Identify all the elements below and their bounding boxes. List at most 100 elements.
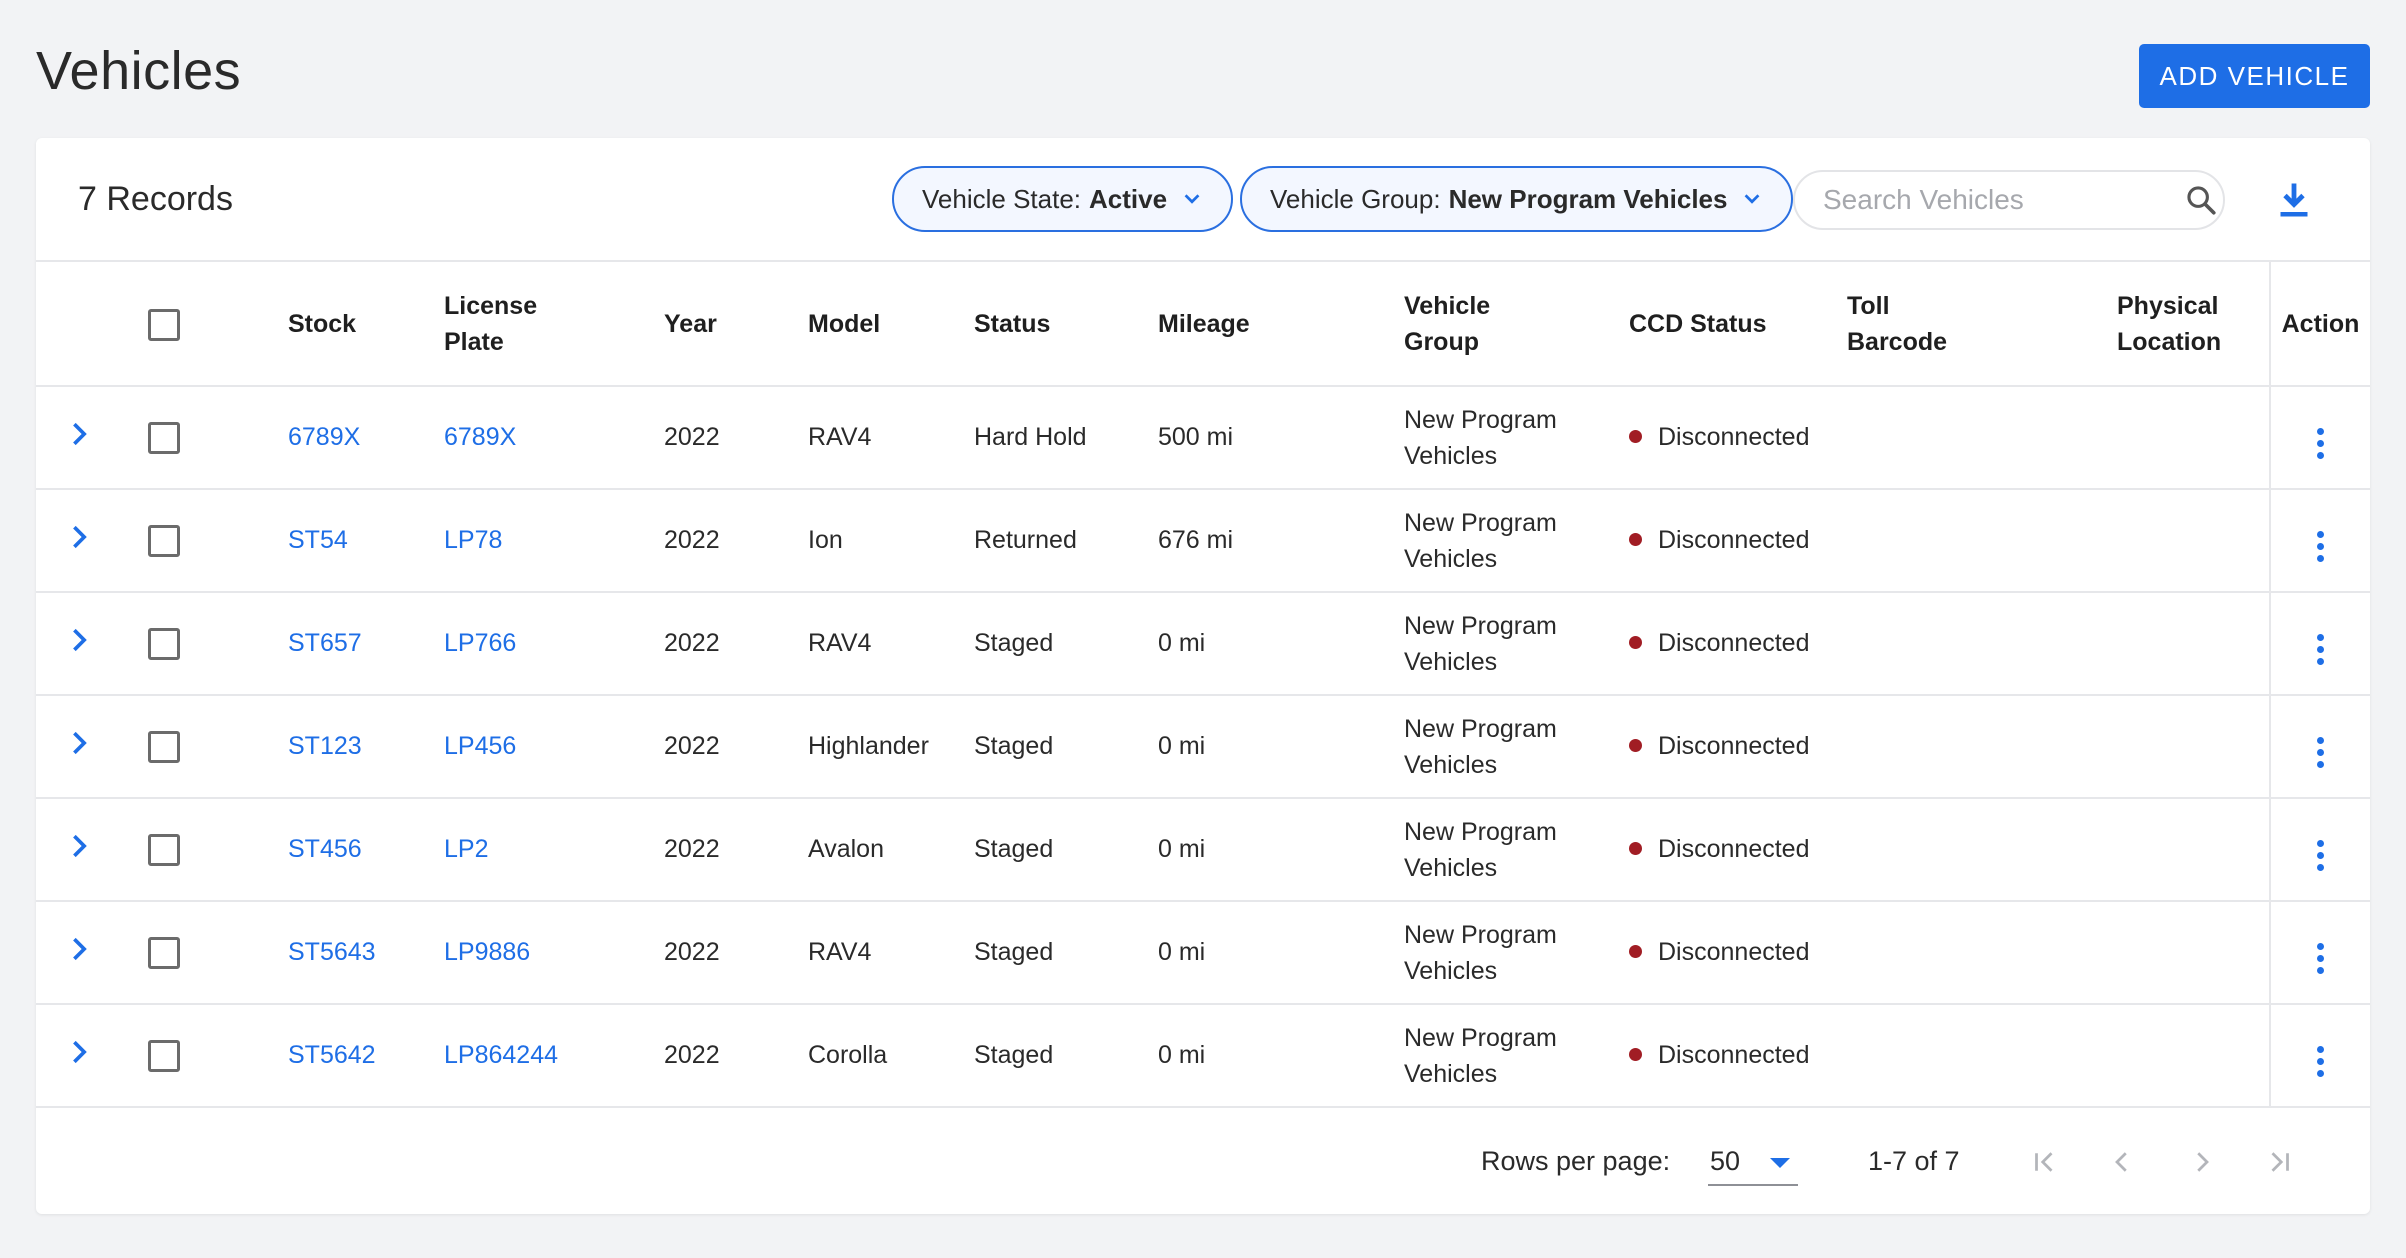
stock-cell: ST657 — [288, 592, 444, 696]
rows-per-page-select[interactable]: 50 — [1708, 1138, 1798, 1186]
search-input[interactable] — [1823, 184, 2184, 216]
status-dot-icon — [1629, 635, 1642, 649]
chevron-right-icon[interactable] — [70, 729, 94, 757]
year-cell: 2022 — [664, 798, 808, 902]
vehicle-group-filter[interactable]: Vehicle Group: New Program Vehicles — [1240, 166, 1794, 232]
more-vert-icon[interactable] — [2307, 939, 2334, 978]
rows-per-page-value: 50 — [1710, 1145, 1741, 1176]
more-vert-icon[interactable] — [2307, 527, 2334, 566]
more-vert-icon[interactable] — [2307, 424, 2334, 463]
ccd-status-text: Disconnected — [1658, 938, 1810, 966]
action-cell — [2269, 1004, 2370, 1108]
page-title: Vehicles — [36, 41, 242, 101]
vehicle-state-filter[interactable]: Vehicle State: Active — [892, 166, 1234, 232]
chevron-right-icon[interactable] — [70, 420, 94, 448]
license-plate-link[interactable]: LP9886 — [444, 938, 531, 966]
select-cell — [120, 489, 288, 593]
model-cell: Highlander — [808, 695, 974, 799]
license-plate-link[interactable]: 6789X — [444, 423, 517, 451]
header-stock[interactable]: Stock — [288, 262, 444, 387]
action-cell — [2269, 386, 2370, 490]
license-plate-link[interactable]: LP78 — [444, 526, 503, 554]
table-toolbar: 7 Records Vehicle State: Active Vehicle … — [36, 138, 2370, 262]
table-row: ST123 LP456 2022 Highlander Staged 0 mi New Pr… — [36, 695, 2370, 799]
header-license-plate[interactable]: License Plate — [444, 262, 664, 387]
header-toll-barcode[interactable]: Toll Barcode — [1847, 262, 2117, 387]
stock-link[interactable]: ST5642 — [288, 1041, 376, 1069]
status-dot-icon — [1629, 944, 1642, 958]
stock-link[interactable]: ST456 — [288, 835, 362, 863]
more-vert-icon[interactable] — [2307, 836, 2334, 875]
more-vert-icon[interactable] — [2307, 1042, 2334, 1081]
expand-cell — [36, 1004, 120, 1108]
select-cell — [120, 592, 288, 696]
header-model[interactable]: Model — [808, 262, 974, 387]
add-vehicle-button[interactable]: ADD VEHICLE — [2139, 44, 2370, 108]
action-cell — [2269, 695, 2370, 799]
status-dot-icon — [1629, 532, 1642, 546]
header-vehicle-group[interactable]: Vehicle Group — [1404, 262, 1629, 387]
select-all-checkbox[interactable] — [148, 308, 180, 341]
stock-link[interactable]: ST54 — [288, 526, 348, 554]
ccd-status-cell: Disconnected — [1629, 386, 1847, 490]
license-plate-link[interactable]: LP2 — [444, 835, 489, 863]
more-vert-icon[interactable] — [2307, 630, 2334, 669]
chevron-right-icon[interactable] — [70, 1038, 94, 1066]
toll-barcode-cell — [1847, 901, 2117, 1005]
physical-location-cell — [2117, 901, 2270, 1005]
expand-cell — [36, 901, 120, 1005]
header-status[interactable]: Status — [974, 262, 1158, 387]
plate-cell: LP766 — [444, 592, 664, 696]
search-icon[interactable] — [2184, 183, 2218, 217]
action-cell — [2269, 592, 2370, 696]
header-physical-location-line1: Physical — [2117, 291, 2219, 320]
physical-location-cell — [2117, 1004, 2270, 1108]
stock-link[interactable]: ST657 — [288, 629, 362, 657]
vehicle-group-cell: New Program Vehicles — [1404, 798, 1629, 902]
last-page-icon[interactable] — [2262, 1144, 2298, 1180]
row-checkbox[interactable] — [148, 730, 180, 763]
row-checkbox[interactable] — [148, 627, 180, 660]
chevron-right-icon[interactable] — [70, 626, 94, 654]
header-physical-location[interactable]: Physical Location — [2117, 262, 2270, 387]
row-checkbox[interactable] — [148, 421, 180, 454]
license-plate-link[interactable]: LP456 — [444, 732, 517, 760]
header-year[interactable]: Year — [664, 262, 808, 387]
year-cell: 2022 — [664, 592, 808, 696]
table-header-row: Stock License Plate Year Model Status Mil… — [36, 262, 2370, 387]
expand-cell — [36, 592, 120, 696]
vehicle-group-line2: Vehicles — [1404, 441, 1498, 470]
row-checkbox[interactable] — [148, 524, 180, 557]
ccd-status-cell: Disconnected — [1629, 489, 1847, 593]
chevron-right-icon[interactable] — [70, 935, 94, 963]
row-checkbox[interactable] — [148, 936, 180, 969]
first-page-icon[interactable] — [2026, 1144, 2062, 1180]
select-all-header — [120, 262, 288, 387]
stock-link[interactable]: 6789X — [288, 423, 361, 451]
chevron-right-icon[interactable] — [70, 832, 94, 860]
previous-page-icon[interactable] — [2104, 1144, 2140, 1180]
chevron-right-icon[interactable] — [70, 523, 94, 551]
ccd-status-text: Disconnected — [1658, 629, 1810, 657]
year-cell: 2022 — [664, 695, 808, 799]
stock-link[interactable]: ST123 — [288, 732, 362, 760]
license-plate-link[interactable]: LP766 — [444, 629, 517, 657]
search-box — [1793, 170, 2225, 230]
vehicle-group-filter-value: New Program Vehicles — [1448, 183, 1728, 214]
physical-location-cell — [2117, 695, 2270, 799]
next-page-icon[interactable] — [2184, 1144, 2220, 1180]
header-ccd-status[interactable]: CCD Status — [1629, 262, 1847, 387]
status-dot-icon — [1629, 841, 1642, 855]
stock-link[interactable]: ST5643 — [288, 938, 376, 966]
header-mileage[interactable]: Mileage — [1158, 262, 1404, 387]
model-cell: Ion — [808, 489, 974, 593]
toll-barcode-cell — [1847, 695, 2117, 799]
more-vert-icon[interactable] — [2307, 733, 2334, 772]
expand-header — [36, 262, 120, 387]
download-icon[interactable] — [2272, 178, 2316, 222]
vehicle-group-line1: New Program — [1404, 714, 1557, 743]
row-checkbox[interactable] — [148, 833, 180, 866]
license-plate-link[interactable]: LP864244 — [444, 1041, 559, 1069]
vehicle-group-line2: Vehicles — [1404, 1059, 1498, 1088]
row-checkbox[interactable] — [148, 1039, 180, 1072]
